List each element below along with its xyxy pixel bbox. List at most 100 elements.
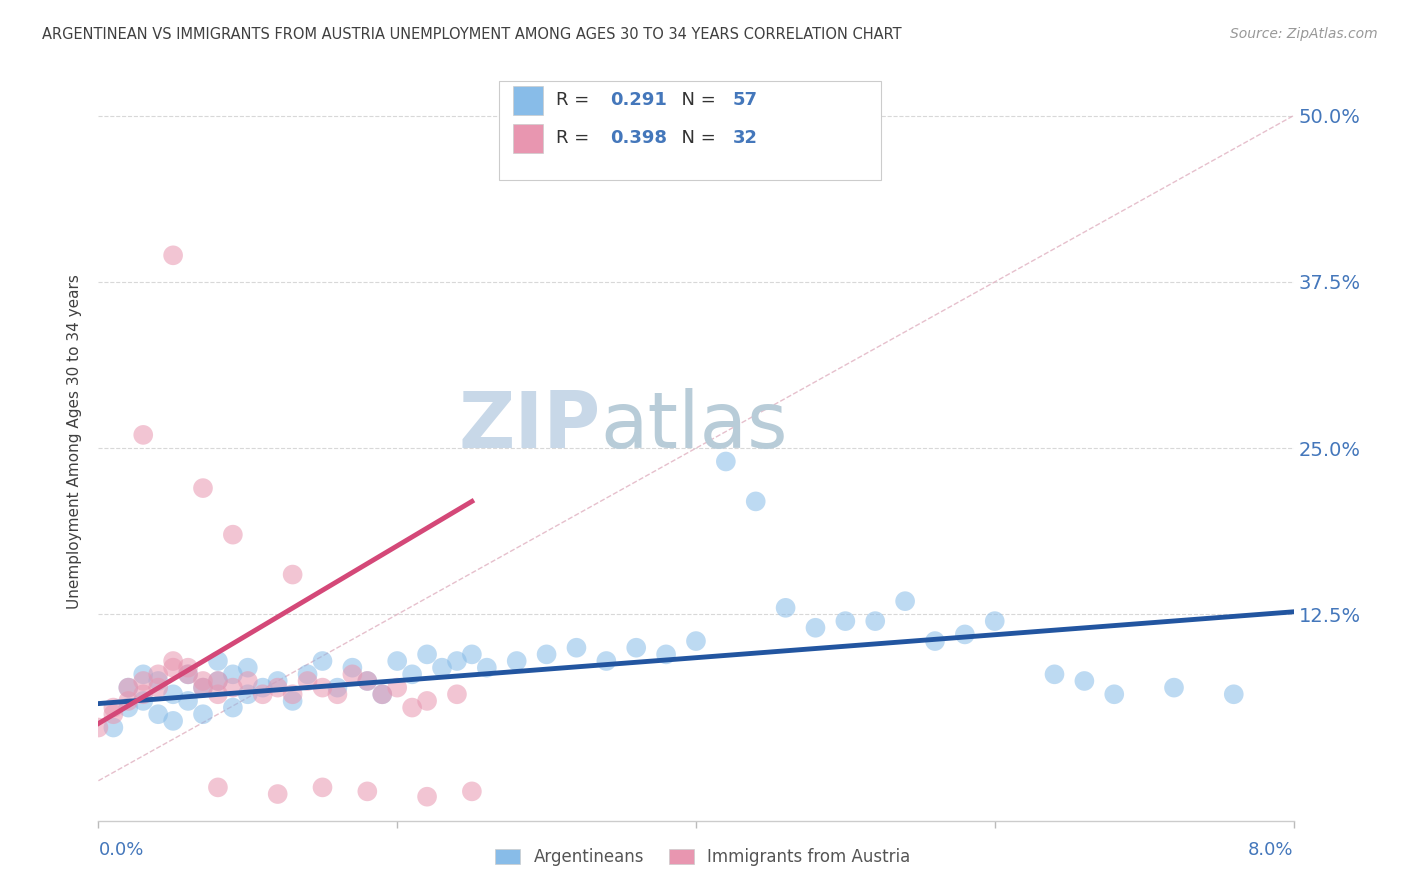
Point (117, 681, 139, 695)
Point (177, 661, 200, 675)
Point (1043, 667, 1066, 681)
Point (311, 654, 333, 668)
Text: ZIP: ZIP (458, 388, 600, 465)
Point (356, 673, 378, 688)
Point (162, 714, 184, 728)
Point (401, 667, 423, 681)
Point (148, 681, 170, 695)
Point (148, 673, 170, 688)
Point (297, 673, 319, 688)
FancyBboxPatch shape (499, 81, 882, 180)
Text: atlas: atlas (600, 388, 787, 465)
Point (281, 687, 304, 701)
Point (1104, 687, 1126, 701)
Point (252, 681, 274, 695)
Point (103, 721, 125, 735)
Point (162, 248, 184, 262)
Text: N =: N = (669, 91, 721, 110)
Point (475, 661, 498, 675)
Text: 8.0%: 8.0% (1249, 840, 1294, 859)
Point (132, 667, 155, 681)
Point (236, 673, 259, 688)
Point (236, 661, 259, 675)
Point (595, 654, 617, 668)
Point (745, 494, 768, 508)
Point (416, 694, 439, 708)
Point (222, 700, 245, 714)
Point (191, 707, 214, 722)
Point (1073, 673, 1095, 688)
Point (162, 654, 184, 668)
Point (385, 654, 409, 668)
Text: Source: ZipAtlas.com: Source: ZipAtlas.com (1230, 27, 1378, 41)
Point (1163, 681, 1185, 695)
Point (356, 673, 378, 688)
Point (117, 681, 139, 695)
FancyBboxPatch shape (513, 124, 543, 153)
Legend: Argentineans, Immigrants from Austria: Argentineans, Immigrants from Austria (486, 840, 920, 875)
Point (924, 634, 946, 648)
Point (416, 789, 439, 804)
Point (894, 594, 917, 608)
Point (326, 687, 349, 701)
Point (191, 673, 214, 688)
FancyBboxPatch shape (513, 86, 543, 115)
Point (222, 527, 245, 541)
Point (236, 687, 259, 701)
Point (117, 694, 139, 708)
Text: 0.0%: 0.0% (98, 840, 143, 859)
Point (401, 700, 423, 714)
Point (207, 687, 229, 701)
Point (506, 654, 529, 668)
Point (281, 567, 304, 582)
Text: 32: 32 (733, 129, 758, 147)
Point (446, 654, 468, 668)
Text: 0.291: 0.291 (610, 91, 666, 110)
Point (191, 681, 214, 695)
Point (565, 640, 588, 655)
Point (87, 721, 110, 735)
Text: 57: 57 (733, 91, 758, 110)
Point (371, 687, 394, 701)
Text: ARGENTINEAN VS IMMIGRANTS FROM AUSTRIA UNEMPLOYMENT AMONG AGES 30 TO 34 YEARS CO: ARGENTINEAN VS IMMIGRANTS FROM AUSTRIA U… (42, 27, 901, 42)
Point (162, 687, 184, 701)
Y-axis label: Unemployment Among Ages 30 to 34 years: Unemployment Among Ages 30 to 34 years (67, 274, 83, 609)
Point (446, 687, 468, 701)
Point (342, 667, 364, 681)
Point (714, 454, 737, 468)
Point (297, 667, 319, 681)
Point (984, 614, 1007, 628)
Point (222, 667, 245, 681)
Point (834, 614, 856, 628)
Point (461, 648, 484, 662)
Point (342, 661, 364, 675)
Point (132, 428, 155, 442)
Point (267, 673, 290, 688)
Text: 0.398: 0.398 (610, 129, 666, 147)
Point (103, 707, 125, 722)
Point (162, 661, 184, 675)
Point (536, 648, 558, 662)
Point (207, 654, 229, 668)
Point (804, 621, 827, 635)
Point (775, 600, 797, 615)
Point (385, 681, 409, 695)
Point (430, 661, 453, 675)
Point (177, 667, 200, 681)
Point (132, 673, 155, 688)
Point (267, 787, 290, 801)
Point (207, 780, 229, 795)
Point (191, 681, 214, 695)
Point (311, 681, 333, 695)
Point (191, 481, 214, 495)
Point (865, 614, 887, 628)
Point (311, 780, 333, 795)
Point (326, 681, 349, 695)
Point (416, 648, 439, 662)
Point (207, 673, 229, 688)
Point (222, 681, 245, 695)
Point (177, 667, 200, 681)
Point (267, 681, 290, 695)
Point (461, 784, 484, 798)
Point (148, 667, 170, 681)
